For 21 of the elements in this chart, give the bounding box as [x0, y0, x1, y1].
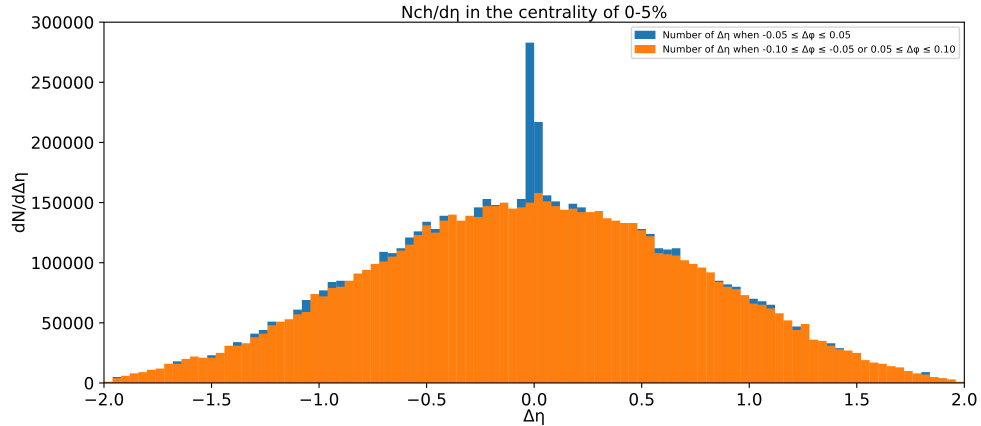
y-tick-label: 250000 [32, 76, 94, 89]
x-tick-label: −1.0 [300, 392, 338, 406]
x-tick-label: 2.0 [952, 392, 976, 406]
chart-title: Nch/dη in the centrality of 0-5% [402, 5, 666, 22]
y-tick-label: 200000 [32, 136, 94, 149]
y-axis-title: dN/dΔη [12, 173, 28, 232]
y-tick-label: 300000 [32, 16, 94, 29]
x-tick-label: −1.5 [193, 393, 230, 406]
x-axis-title: Δη [523, 409, 544, 425]
y-tick-label: 100000 [32, 256, 94, 270]
x-tick-label: −0.5 [408, 392, 446, 406]
legend-label: Number of Δη when -0.10 ≤ Δφ ≤ -0.05 or 0.05 ≤ Δφ ≤ 0.10 [664, 45, 955, 55]
x-tick-label: −2.0 [86, 392, 124, 406]
y-tick-label: 50000 [42, 316, 94, 330]
x-tick-label: 0.0 [522, 392, 546, 406]
legend-label: Number of Δη when -0.05 ≤ Δφ ≤ 0.05 [664, 30, 850, 40]
y-tick-label: 0 [84, 376, 94, 390]
y-tick-label: 150000 [32, 196, 94, 210]
x-tick-label: 0.5 [630, 392, 654, 406]
x-tick-label: 1.0 [738, 392, 762, 406]
x-tick-label: 1.5 [845, 393, 869, 406]
